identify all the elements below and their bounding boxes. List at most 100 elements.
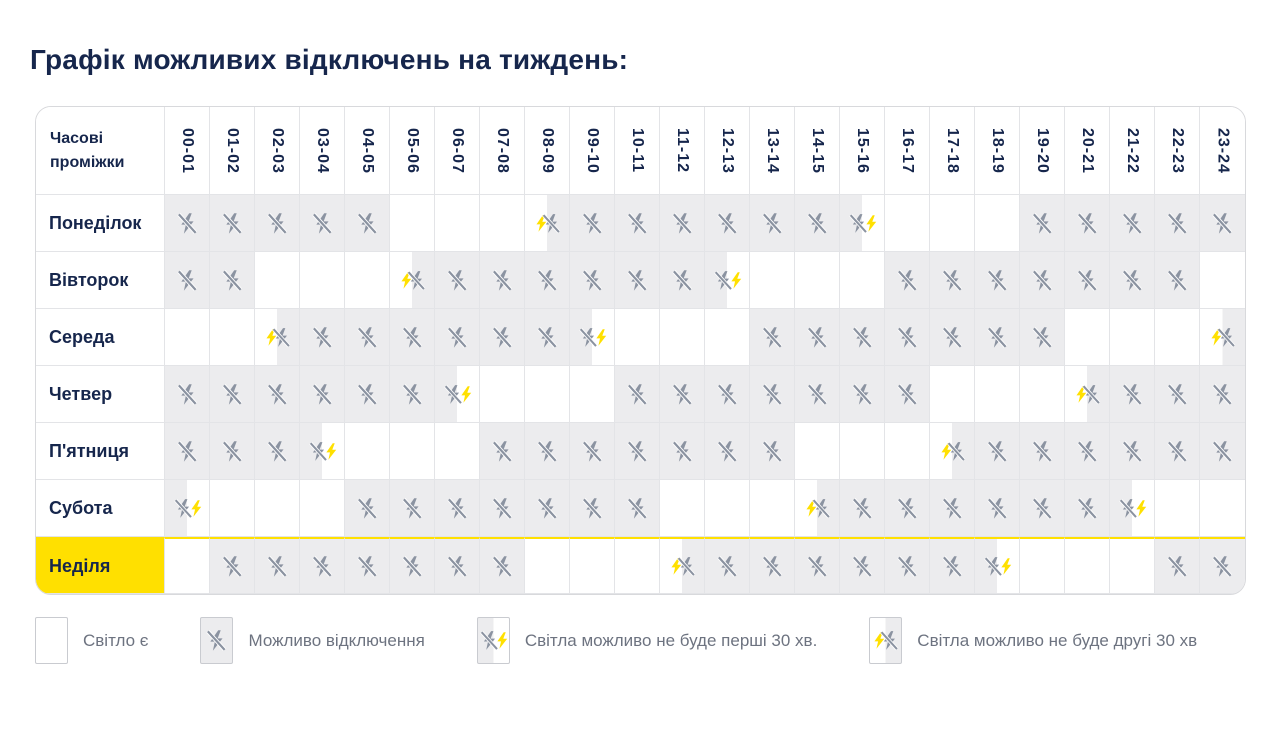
time-slot-header: 13-14: [750, 107, 795, 195]
no-power-icon: [986, 326, 1007, 348]
no-power-icon: [581, 497, 602, 519]
legend-box-off: [200, 617, 234, 664]
no-power-icon: [716, 383, 737, 405]
schedule-cell: [705, 309, 750, 366]
schedule-cell: [1200, 480, 1245, 537]
schedule-cell: [480, 366, 525, 423]
no-power-icon: [671, 440, 692, 462]
no-power-icon: [446, 497, 467, 519]
schedule-cell: [930, 309, 975, 366]
no-power-icon: [761, 326, 782, 348]
schedule-cell: [300, 366, 345, 423]
no-power-icon: [401, 383, 422, 405]
schedule-cell: [615, 366, 660, 423]
schedule-cell: [930, 537, 975, 594]
no-power-icon: [941, 555, 962, 577]
schedule-cell: [885, 195, 930, 252]
schedule-cell: [525, 480, 570, 537]
schedule-cell: [885, 252, 930, 309]
schedule-cell: [930, 252, 975, 309]
schedule-cell: [1155, 537, 1200, 594]
schedule-cell: [300, 537, 345, 594]
schedule-cell: [570, 366, 615, 423]
schedule-cell: [750, 423, 795, 480]
no-power-second-half-icon: [670, 556, 695, 576]
schedule-cell: [975, 537, 1020, 594]
schedule-cell: [570, 195, 615, 252]
no-power-second-half-icon: [1211, 327, 1236, 347]
no-power-icon: [491, 326, 512, 348]
schedule-cell: [165, 423, 210, 480]
schedule-cell: [255, 366, 300, 423]
no-power-icon: [851, 555, 872, 577]
schedule-cell: [615, 537, 660, 594]
no-power-icon: [266, 555, 287, 577]
no-power-icon: [581, 212, 602, 234]
schedule-cell: [1110, 252, 1155, 309]
no-power-icon: [806, 383, 827, 405]
no-power-icon: [1166, 440, 1187, 462]
time-slot-label: 17-18: [944, 127, 961, 174]
no-power-first-half-icon: [173, 498, 201, 518]
no-power-icon: [896, 497, 917, 519]
legend-box-on: [35, 617, 68, 664]
time-slot-header: 19-20: [1020, 107, 1065, 195]
no-power-icon: [851, 497, 872, 519]
time-slot-header: 05-06: [390, 107, 435, 195]
schedule-cell: [975, 195, 1020, 252]
schedule-cell: [255, 423, 300, 480]
schedule-cell: [795, 537, 840, 594]
no-power-icon: [491, 497, 512, 519]
schedule-cell: [300, 309, 345, 366]
schedule-cell: [345, 195, 390, 252]
no-power-icon: [896, 555, 917, 577]
no-power-icon: [176, 269, 197, 291]
schedule-cell: [795, 366, 840, 423]
no-power-icon: [356, 555, 377, 577]
schedule-cell: [435, 537, 480, 594]
schedule-cell: [660, 537, 705, 594]
day-label: П'ятниця: [36, 423, 165, 480]
schedule-cell: [975, 366, 1020, 423]
outage-schedule-table: Часові проміжки 00-01 01-02 02-03 03-04 04-05…: [35, 106, 1246, 595]
schedule-cell: [1200, 537, 1245, 594]
no-power-icon: [671, 383, 692, 405]
schedule-cell: [750, 195, 795, 252]
schedule-cell: [1110, 480, 1155, 537]
time-slot-label: 10-11: [629, 127, 646, 174]
schedule-cell: [705, 537, 750, 594]
no-power-icon: [581, 440, 602, 462]
no-power-icon: [1031, 497, 1052, 519]
no-power-icon: [761, 440, 782, 462]
no-power-icon: [221, 555, 242, 577]
schedule-cell: [390, 537, 435, 594]
schedule-cell: [705, 423, 750, 480]
schedule-cell: [1155, 309, 1200, 366]
no-power-icon: [491, 555, 512, 577]
no-power-icon: [1166, 555, 1187, 577]
legend-box-off_second_30: [869, 617, 903, 664]
schedule-cell: [255, 195, 300, 252]
legend-box-off_first_30: [476, 617, 510, 664]
time-slot-header: 00-01: [165, 107, 210, 195]
no-power-icon: [986, 269, 1007, 291]
schedule-cell: [750, 309, 795, 366]
schedule-cell: [480, 309, 525, 366]
schedule-cell: [345, 252, 390, 309]
time-slot-header: 07-08: [480, 107, 525, 195]
schedule-cell: [165, 252, 210, 309]
no-power-icon: [1121, 212, 1142, 234]
no-power-icon: [1121, 383, 1142, 405]
no-power-icon: [896, 383, 917, 405]
schedule-cell: [840, 423, 885, 480]
schedule-cell: [480, 195, 525, 252]
schedule-cell: [1110, 423, 1155, 480]
no-power-icon: [401, 326, 422, 348]
schedule-cell: [840, 480, 885, 537]
no-power-second-half-icon: [265, 327, 290, 347]
time-slot-label: 13-14: [764, 127, 781, 174]
schedule-cell: [390, 480, 435, 537]
no-power-icon: [1121, 269, 1142, 291]
schedule-cell: [660, 309, 705, 366]
schedule-cell: [345, 423, 390, 480]
